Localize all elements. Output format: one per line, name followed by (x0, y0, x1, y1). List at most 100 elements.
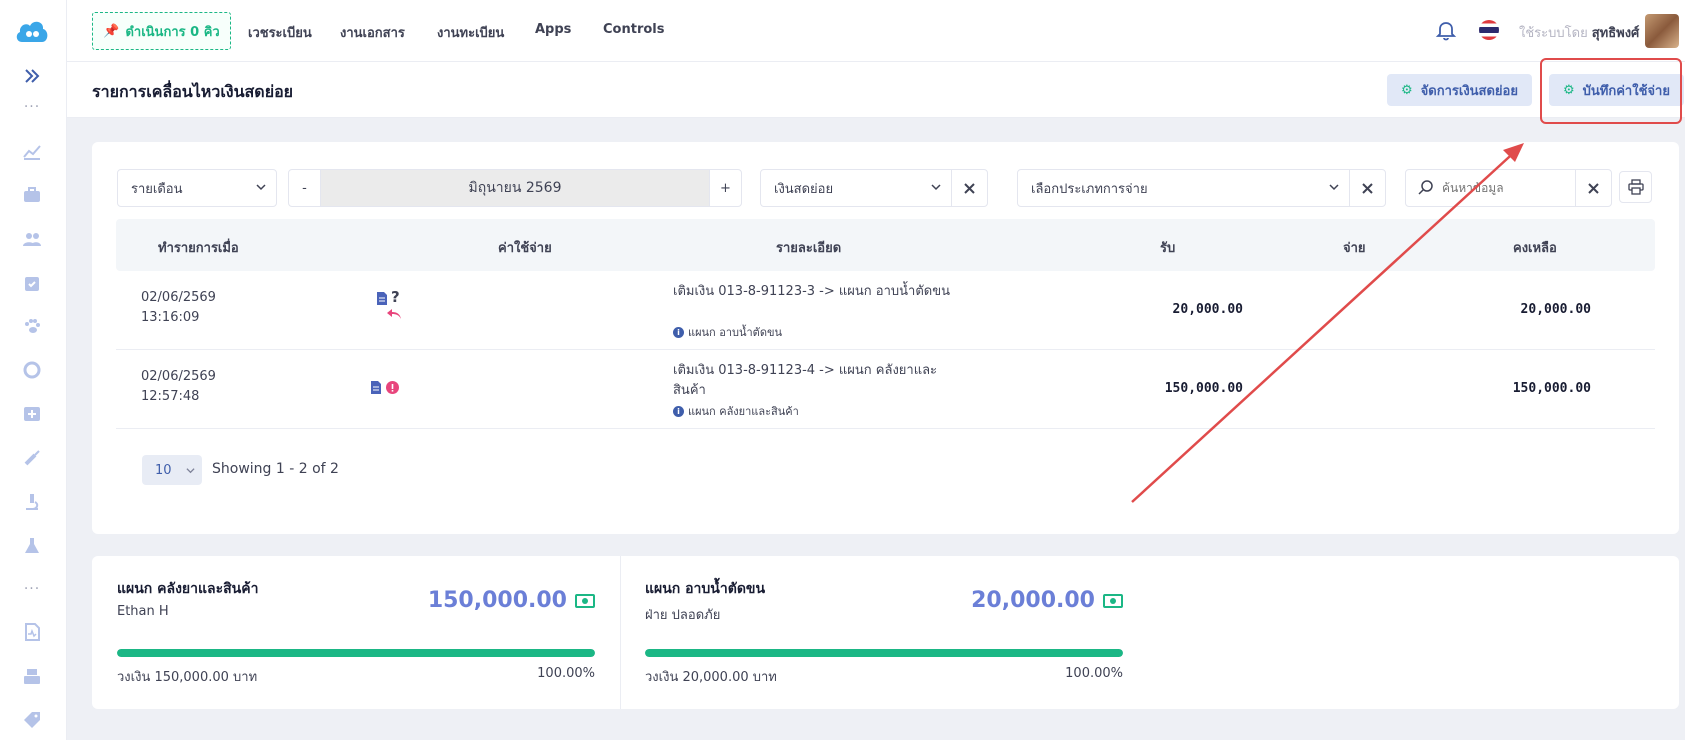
summary-amount: 150,000.00 (428, 588, 595, 613)
header-expense[interactable]: ค่าใช้จ่าย (498, 241, 552, 256)
users-icon[interactable] (20, 227, 44, 251)
nav-registration[interactable]: งานทะเบียน (437, 26, 505, 41)
info-icon: i (673, 326, 684, 338)
record-expense-button[interactable]: ⚙ บันทึกค่าใช้จ่าย (1549, 74, 1684, 106)
table-row[interactable]: 02/06/2569 12:57:48 เติมเงิน 013-8-91123… (116, 350, 1655, 429)
row-detail: เติมเงิน 013-8-91123-4 -> แผนก คลังยาและ… (673, 363, 938, 398)
search-icon (1418, 180, 1433, 195)
row-detail-sub-text: แผนก อาบน้ำตัดขน (688, 326, 782, 339)
calendar-check-icon[interactable] (20, 271, 44, 295)
summary-limit: วงเงิน 20,000.00 บาท (645, 670, 777, 685)
nav-medical-records[interactable]: เวชระเบียน (248, 26, 312, 41)
record-expense-label: บันทึกค่าใช้จ่าย (1582, 83, 1670, 99)
app-logo-icon[interactable] (14, 16, 50, 48)
header-pay[interactable]: จ่าย (1343, 241, 1366, 256)
row-detail-sub: i แผนก คลังยาและสินค้า (673, 402, 799, 420)
clear-fund-button[interactable] (951, 170, 987, 206)
close-icon (964, 182, 975, 194)
summary-title: แผนก คลังยาและสินค้า (117, 581, 259, 597)
row-detail-sub: i แผนก อาบน้ำตัดขน (673, 323, 782, 341)
document-icon[interactable] (377, 292, 387, 305)
chart-icon[interactable] (20, 139, 44, 163)
header-receive[interactable]: รับ (1160, 241, 1176, 256)
summary-progress-track (117, 649, 595, 657)
summary-card: แผนก คลังยาและสินค้า Ethan H 150,000.00 … (92, 556, 1679, 709)
row-receive: 150,000.00 (1164, 381, 1243, 396)
search-input[interactable] (1442, 181, 1562, 195)
nav-documents[interactable]: งานเอกสาร (340, 26, 405, 41)
expand-sidebar-icon[interactable] (20, 64, 44, 88)
user-name[interactable]: สุทธิพงศ์ (1591, 26, 1640, 41)
first-aid-icon[interactable] (20, 402, 44, 426)
user-info: ใช้ระบบโดย สุทธิพงศ์ (1519, 22, 1639, 43)
row-date: 02/06/2569 (141, 369, 216, 384)
chevron-down-icon-4 (185, 467, 195, 473)
payment-type-select[interactable]: เลือกประเภทการจ่าย (1017, 169, 1386, 207)
row-date: 02/06/2569 (141, 290, 216, 305)
manage-petty-cash-button[interactable]: ⚙ จัดการเงินสดย่อย (1387, 74, 1532, 106)
flask-icon[interactable] (20, 534, 44, 558)
medical-bag-icon[interactable] (20, 183, 44, 207)
cash-register-icon[interactable] (20, 664, 44, 688)
clear-payment-type-button[interactable] (1349, 170, 1385, 206)
previous-month-button[interactable]: - (289, 170, 321, 206)
page-size-select[interactable]: 10 (142, 455, 202, 485)
avatar[interactable] (1645, 14, 1679, 48)
summary-limit: วงเงิน 150,000.00 บาท (117, 670, 258, 685)
summary-subtitle: Ethan H (117, 604, 169, 619)
more-dots-icon: ··· (23, 99, 41, 115)
chevron-down-icon-2 (931, 184, 941, 191)
row-time: 13:16:09 (141, 310, 200, 325)
page-size-value: 10 (155, 462, 172, 478)
document-icon[interactable] (371, 381, 381, 394)
month-stepper: - มิถุนายน 2569 + (288, 169, 742, 207)
clear-search-button[interactable] (1575, 170, 1611, 206)
pin-icon: 📌 (103, 23, 120, 39)
summary-amount-value: 150,000.00 (427, 588, 567, 613)
syringe-icon[interactable] (20, 446, 44, 470)
tags-icon[interactable] (20, 708, 44, 732)
manage-petty-cash-label: จัดการเงินสดย่อย (1420, 83, 1518, 99)
money-bill-icon (1103, 593, 1123, 608)
bell-icon[interactable] (1435, 19, 1457, 41)
annotation-highlight-box (1540, 58, 1682, 124)
info-icon: i (673, 405, 684, 417)
search-box (1405, 169, 1612, 207)
chevron-down-icon-3 (1329, 184, 1339, 191)
page-title: รายการเคลื่อนไหวเงินสดย่อย (92, 82, 294, 101)
row-time: 12:57:48 (141, 389, 200, 404)
thai-flag-icon[interactable] (1479, 20, 1499, 40)
summary-amount: 20,000.00 (971, 588, 1123, 613)
summary-subtitle: ฝ่าย ปลอดภัย (645, 608, 721, 623)
nav-apps[interactable]: Apps (535, 22, 572, 37)
next-month-button[interactable]: + (709, 170, 741, 206)
alert-icon[interactable] (386, 381, 399, 394)
more-dots-icon-2: ··· (23, 581, 41, 597)
header-details[interactable]: รายละเอียด (776, 241, 842, 256)
printer-icon (1627, 179, 1644, 195)
summary-title: แผนก อาบน้ำตัดขน (645, 581, 766, 597)
lifebuoy-icon[interactable] (20, 358, 44, 382)
paw-icon[interactable] (20, 314, 44, 338)
queue-button[interactable]: 📌 ดำเนินการ 0 คิว (92, 12, 231, 50)
summary-divider (620, 556, 621, 709)
file-pulse-icon[interactable] (20, 620, 44, 644)
nav-controls[interactable]: Controls (603, 22, 665, 37)
sidebar: ··· ··· (0, 0, 67, 740)
reply-icon[interactable] (387, 309, 401, 320)
microscope-icon[interactable] (20, 490, 44, 514)
pager-showing: Showing 1 - 2 of 2 (212, 461, 339, 477)
header-transaction-date[interactable]: ทำรายการเมื่อ (158, 241, 239, 256)
row-detail-sub-text: แผนก คลังยาและสินค้า (688, 405, 799, 418)
close-icon-2 (1362, 182, 1373, 194)
table-header: ทำรายการเมื่อ ค่าใช้จ่าย รายละเอียด รับ … (116, 219, 1655, 271)
summary-department-grooming: แผนก อาบน้ำตัดขน ฝ่าย ปลอดภัย 20,000.00 … (620, 556, 1148, 709)
header-balance[interactable]: คงเหลือ (1513, 241, 1557, 256)
fund-select[interactable]: เงินสดย่อย (760, 169, 988, 207)
payment-type-placeholder: เลือกประเภทการจ่าย (1031, 181, 1148, 197)
period-select[interactable]: รายเดือน (117, 169, 277, 207)
summary-progress-track (645, 649, 1123, 657)
print-button[interactable] (1619, 171, 1652, 203)
question-icon[interactable]: ? (391, 288, 400, 306)
table-row[interactable]: 02/06/2569 13:16:09 ? เติมเงิน 013-8-911… (116, 271, 1655, 350)
